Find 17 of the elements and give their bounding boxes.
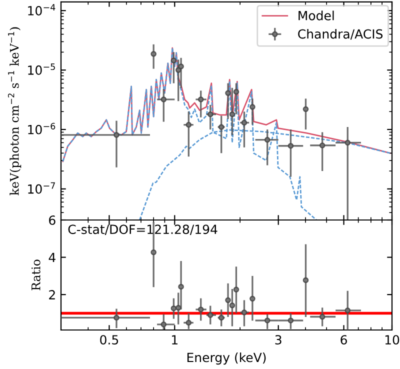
y-tick-label: 4 xyxy=(48,252,56,262)
y-tick-label: 10$^{−4}$ xyxy=(28,4,56,16)
y-axis-title: keV(photon cm$^{−2}$ s$^{−1}$ keV$^{−1}$) xyxy=(8,27,22,196)
y-tick-label: 10$^{−7}$ xyxy=(28,182,55,194)
legend-label: Chandra/ACIS xyxy=(298,29,383,40)
x-tick-label: 0.5 xyxy=(100,335,118,345)
y-tick-label: 2 xyxy=(49,290,55,300)
y-tick-label: 6 xyxy=(49,215,56,225)
x-tick-label: 1 xyxy=(172,335,178,344)
legend-label: Model xyxy=(298,10,334,20)
x-tick-label: 6 xyxy=(340,335,347,345)
x-tick-label: 3 xyxy=(275,335,282,345)
x-axis-title: Energy (keV) xyxy=(187,352,266,365)
y-axis-title: Ratio xyxy=(31,260,40,290)
y-tick-label: 10$^{−5}$ xyxy=(28,64,55,75)
x-tick-label: 10 xyxy=(385,335,400,345)
y-tick-label: 10$^{−6}$ xyxy=(28,122,56,134)
